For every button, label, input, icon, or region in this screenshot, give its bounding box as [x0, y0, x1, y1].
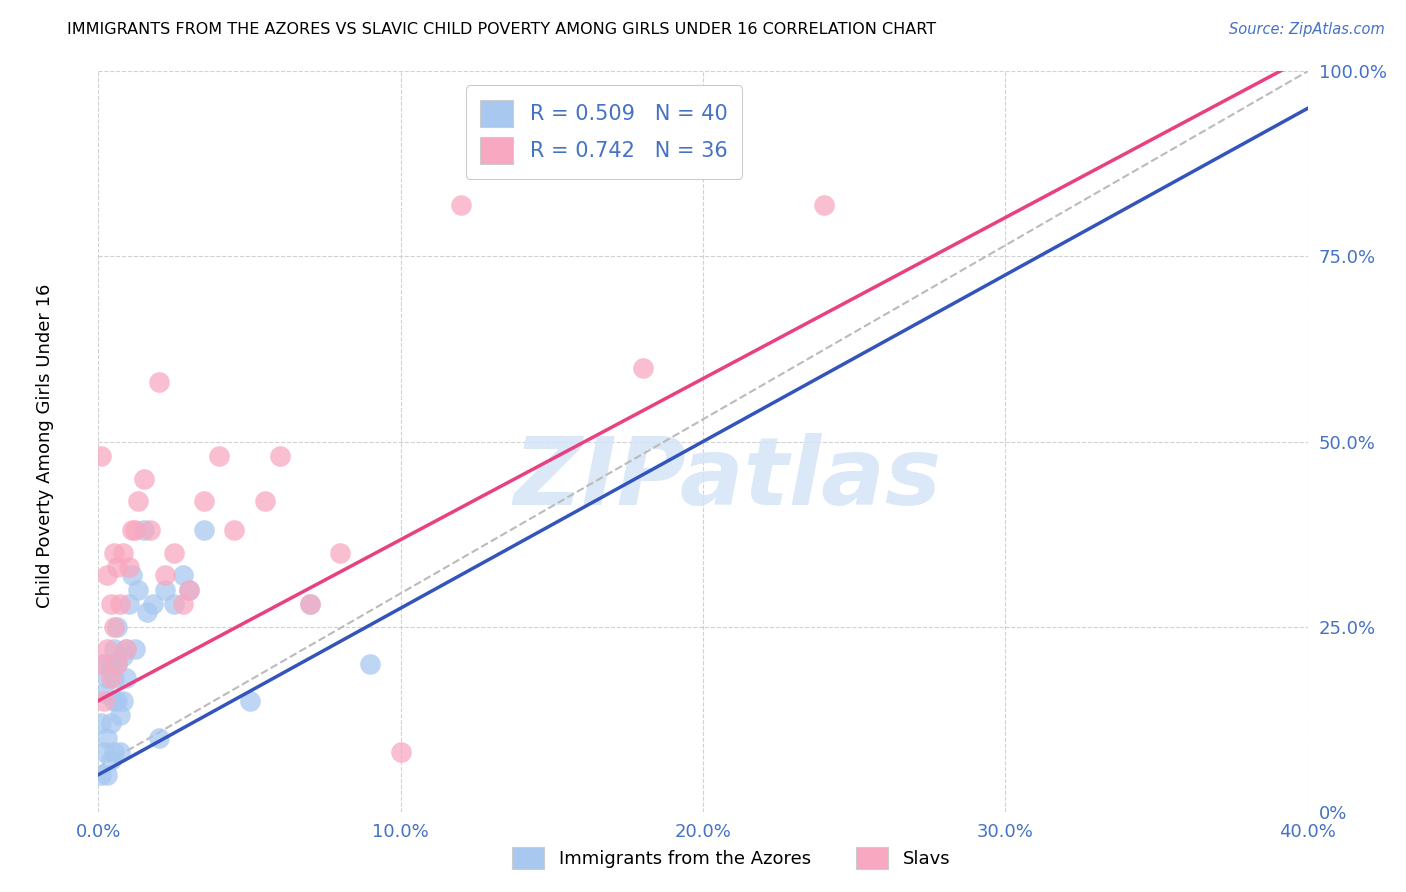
Point — [103, 672, 125, 686]
Point — [111, 546, 134, 560]
Point — [93, 686, 115, 700]
Point — [96, 567, 118, 582]
Point — [132, 524, 155, 538]
Point — [105, 560, 128, 574]
Point — [179, 582, 201, 597]
Point — [118, 560, 141, 574]
Point — [105, 657, 128, 671]
Point — [105, 694, 128, 708]
Point — [193, 524, 215, 538]
Point — [124, 524, 146, 538]
Point — [96, 641, 118, 656]
Text: Source: ZipAtlas.com: Source: ZipAtlas.com — [1229, 22, 1385, 37]
Legend: R = 0.509   N = 40, R = 0.742   N = 36: R = 0.509 N = 40, R = 0.742 N = 36 — [465, 86, 742, 178]
Point — [329, 546, 352, 560]
Point — [127, 493, 149, 508]
Point — [269, 450, 291, 464]
Point — [103, 694, 125, 708]
Point — [100, 657, 122, 671]
Point — [90, 767, 112, 781]
Point — [93, 657, 115, 671]
Legend: Immigrants from the Azores, Slavs: Immigrants from the Azores, Slavs — [503, 838, 959, 879]
Point — [124, 641, 146, 656]
Text: ZIPatlas: ZIPatlas — [513, 433, 941, 524]
Point — [100, 753, 122, 767]
Point — [96, 672, 118, 686]
Point — [105, 619, 128, 633]
Point — [90, 715, 112, 730]
Point — [132, 471, 155, 485]
Point — [135, 605, 157, 619]
Point — [153, 582, 176, 597]
Text: IMMIGRANTS FROM THE AZORES VS SLAVIC CHILD POVERTY AMONG GIRLS UNDER 16 CORRELAT: IMMIGRANTS FROM THE AZORES VS SLAVIC CHI… — [67, 22, 936, 37]
Point — [139, 524, 162, 538]
Point — [108, 598, 131, 612]
Point — [360, 657, 382, 671]
Point — [208, 450, 231, 464]
Point — [100, 598, 122, 612]
Point — [813, 197, 835, 211]
Point — [631, 360, 654, 375]
Point — [253, 493, 276, 508]
Point — [108, 746, 131, 760]
Point — [163, 598, 186, 612]
Point — [299, 598, 322, 612]
Point — [103, 641, 125, 656]
Point — [193, 493, 215, 508]
Point — [100, 715, 122, 730]
Point — [118, 598, 141, 612]
Point — [389, 746, 412, 760]
Point — [163, 546, 186, 560]
Point — [90, 657, 112, 671]
Point — [111, 649, 134, 664]
Point — [179, 582, 201, 597]
Point — [142, 598, 165, 612]
Point — [224, 524, 246, 538]
Point — [114, 641, 136, 656]
Point — [108, 708, 131, 723]
Point — [90, 450, 112, 464]
Point — [148, 376, 170, 390]
Point — [103, 619, 125, 633]
Text: Child Poverty Among Girls Under 16: Child Poverty Among Girls Under 16 — [37, 284, 53, 608]
Point — [103, 546, 125, 560]
Point — [100, 672, 122, 686]
Point — [96, 767, 118, 781]
Point — [121, 567, 143, 582]
Point — [103, 746, 125, 760]
Point — [111, 694, 134, 708]
Point — [172, 598, 194, 612]
Point — [114, 672, 136, 686]
Point — [114, 641, 136, 656]
Point — [93, 694, 115, 708]
Point — [239, 694, 262, 708]
Point — [93, 746, 115, 760]
Point — [450, 197, 472, 211]
Point — [121, 524, 143, 538]
Point — [127, 582, 149, 597]
Point — [148, 731, 170, 745]
Point — [105, 657, 128, 671]
Point — [96, 731, 118, 745]
Point — [153, 567, 176, 582]
Point — [172, 567, 194, 582]
Point — [299, 598, 322, 612]
